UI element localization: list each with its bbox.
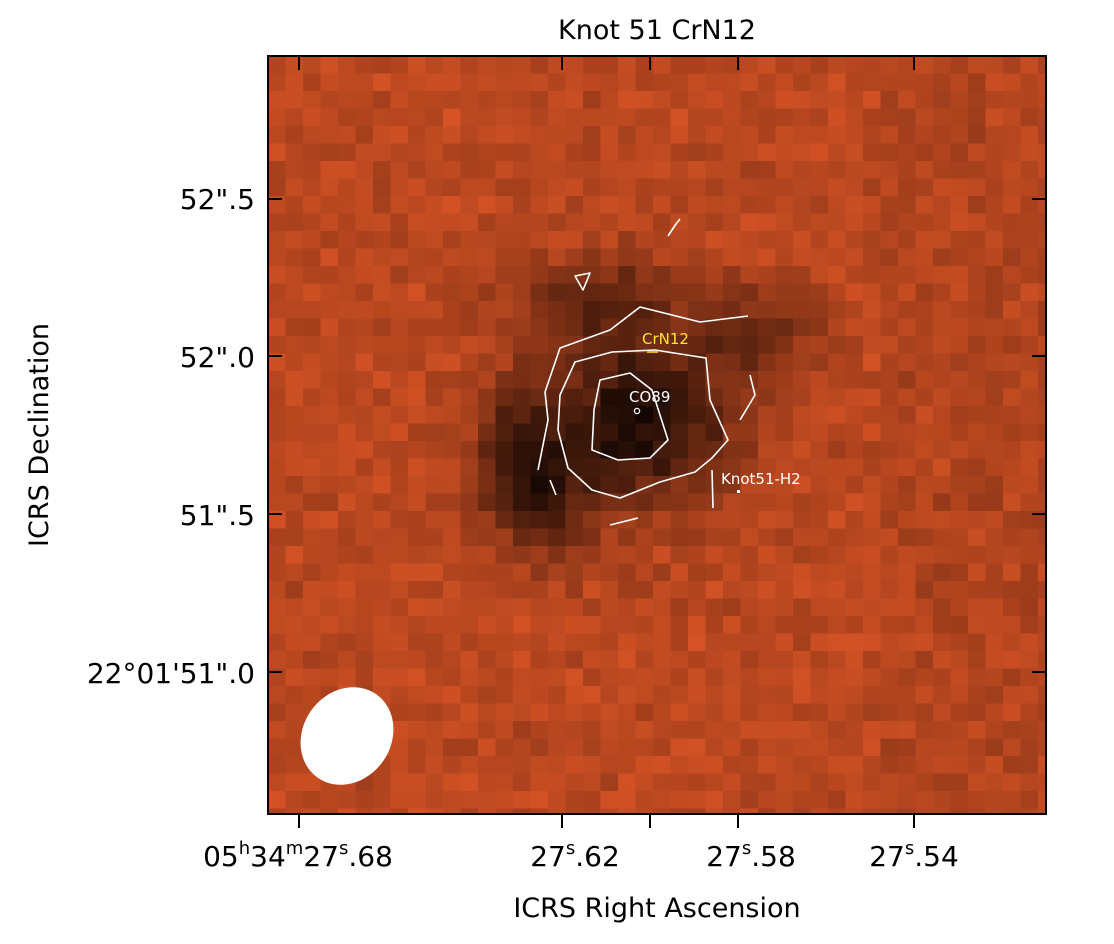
image-panel: CrN12 CO89 Knot51-H2 (268, 56, 1046, 814)
co89-marker (633, 407, 641, 415)
contour-level-1b (574, 272, 591, 291)
co89-label: CO89 (629, 388, 670, 406)
knot51h2-label: Knot51-H2 (721, 470, 801, 488)
y-tick-label-3: 22°01'51".0 (87, 657, 255, 690)
x-axis-label: ICRS Right Ascension (513, 893, 800, 924)
markers: CrN12 CO89 Knot51-H2 (629, 330, 801, 493)
y-tick-label-0: 52".5 (180, 183, 255, 216)
x-tick-label-1: 27s.62 (530, 838, 620, 873)
contour-level-1c (544, 306, 749, 393)
plot-frame (267, 55, 1047, 815)
pixel-image (268, 56, 1046, 814)
contour-level-1g (609, 517, 639, 526)
crn12-label: CrN12 (642, 330, 689, 348)
knot51h2-marker (737, 490, 740, 493)
contour-level-1e (549, 479, 557, 496)
contour-level-3 (591, 372, 669, 461)
contour-level-1d (537, 391, 549, 471)
x-tick-label-0: 05h34m27s.68 (203, 838, 393, 873)
contour-level-2 (557, 349, 729, 499)
y-tick-label-2: 51".5 (180, 499, 255, 532)
figure-title: Knot 51 CrN12 (558, 15, 756, 46)
x-tick-label-3: 27s.54 (869, 838, 959, 873)
contours (537, 218, 756, 526)
x-ticks (298, 56, 915, 828)
beam-ellipse (300, 687, 394, 785)
y-axis-label: ICRS Declination (24, 323, 55, 547)
y-ticks (268, 198, 1046, 673)
y-tick-label-1: 52".0 (180, 341, 255, 374)
contour-level-1a (667, 218, 681, 237)
contour-level-2b (711, 469, 714, 509)
x-tick-label-2: 27s.58 (706, 838, 796, 873)
contour-level-1f (739, 374, 756, 421)
